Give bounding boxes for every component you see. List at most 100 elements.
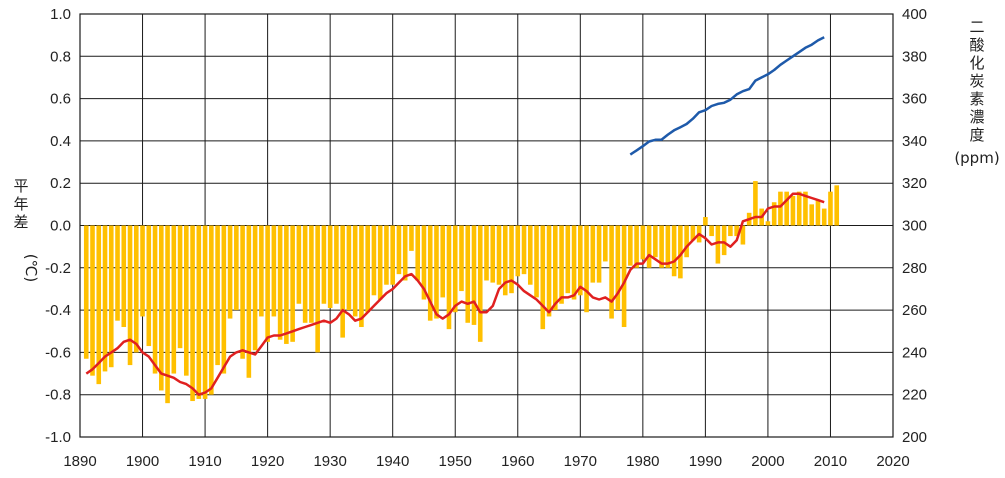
anomaly-bar bbox=[509, 225, 514, 294]
anomaly-bar bbox=[784, 191, 789, 226]
anomaly-bar bbox=[96, 225, 102, 385]
anomaly-bar bbox=[828, 191, 833, 226]
anomaly-bar bbox=[490, 225, 496, 283]
anomaly-bar bbox=[640, 225, 646, 260]
anomaly-bar bbox=[521, 225, 527, 275]
anomaly-bar bbox=[440, 225, 446, 298]
anomaly-bar bbox=[352, 225, 358, 317]
anomaly-bar bbox=[409, 225, 414, 251]
anomaly-bar bbox=[159, 225, 164, 391]
anomaly-bar bbox=[628, 225, 633, 266]
anomaly-bar bbox=[346, 225, 352, 311]
right-tick-label: 260 bbox=[902, 302, 927, 319]
anomaly-bar bbox=[653, 225, 658, 258]
anomaly-bar bbox=[534, 225, 539, 298]
anomaly-bar bbox=[728, 225, 733, 237]
anomaly-bar bbox=[715, 225, 721, 264]
anomaly-bar bbox=[584, 225, 589, 313]
anomaly-bar bbox=[803, 191, 808, 226]
anomaly-bar bbox=[315, 225, 320, 353]
anomaly-bar bbox=[359, 225, 364, 328]
anomaly-bar bbox=[371, 225, 377, 296]
anomaly-bar bbox=[515, 225, 521, 277]
right-axis-label-char: 酸 bbox=[969, 36, 984, 54]
x-tick-label: 1950 bbox=[439, 453, 472, 470]
x-tick-label: 1970 bbox=[564, 453, 597, 470]
anomaly-bar bbox=[90, 225, 95, 376]
left-tick-label: 0.8 bbox=[50, 48, 71, 65]
anomaly-bar bbox=[171, 225, 177, 374]
x-tick-label: 1980 bbox=[626, 453, 659, 470]
anomaly-bar bbox=[634, 225, 639, 268]
left-tick-label: -1.0 bbox=[45, 429, 71, 446]
right-axis-label-char: 素 bbox=[969, 90, 984, 108]
right-tick-label: 200 bbox=[902, 429, 927, 446]
anomaly-bar bbox=[321, 225, 327, 304]
anomaly-bar bbox=[83, 225, 89, 359]
x-tick-label: 1890 bbox=[63, 453, 96, 470]
anomaly-bar bbox=[546, 225, 552, 317]
anomaly-bar bbox=[446, 225, 452, 330]
left-tick-label: -0.2 bbox=[45, 260, 71, 277]
anomaly-bar bbox=[133, 225, 139, 353]
anomaly-bar bbox=[402, 225, 408, 281]
left-axis-label-char: 差 bbox=[13, 213, 28, 231]
left-tick-label: -0.4 bbox=[45, 302, 71, 319]
anomaly-bar bbox=[740, 225, 746, 245]
anomaly-bar bbox=[277, 225, 283, 340]
x-tick-label: 1920 bbox=[251, 453, 284, 470]
anomaly-bar bbox=[659, 225, 664, 268]
right-axis-unit: (ppm) bbox=[954, 149, 999, 167]
anomaly-bar bbox=[465, 225, 471, 323]
anomaly-bar bbox=[721, 225, 727, 256]
right-tick-label: 220 bbox=[902, 387, 927, 404]
anomaly-bar bbox=[127, 225, 133, 366]
anomaly-bar bbox=[202, 225, 208, 399]
anomaly-bar bbox=[709, 225, 714, 237]
anomaly-bar bbox=[502, 225, 508, 296]
right-tick-label: 340 bbox=[902, 133, 927, 150]
anomaly-bar bbox=[678, 225, 683, 279]
anomaly-bar bbox=[184, 225, 189, 376]
x-tick-label: 1960 bbox=[501, 453, 534, 470]
anomaly-bar bbox=[146, 225, 152, 347]
anomaly-bar bbox=[177, 225, 183, 349]
left-tick-label: 0.0 bbox=[50, 218, 71, 235]
anomaly-bar bbox=[215, 225, 220, 366]
right-axis-label-char: 濃 bbox=[969, 108, 984, 126]
right-tick-label: 400 bbox=[902, 6, 927, 23]
anomaly-bar bbox=[452, 225, 458, 313]
right-tick-label: 300 bbox=[902, 218, 927, 235]
anomaly-bar bbox=[596, 225, 602, 283]
right-axis-label-char: 炭 bbox=[969, 72, 984, 90]
right-axis-label-char: 二 bbox=[969, 18, 984, 36]
anomaly-bar bbox=[284, 225, 289, 344]
anomaly-bar bbox=[559, 225, 564, 304]
anomaly-bar bbox=[265, 225, 270, 342]
right-tick-label: 360 bbox=[902, 91, 927, 108]
anomaly-bars bbox=[83, 181, 840, 404]
anomaly-bar bbox=[459, 225, 464, 292]
anomaly-bar bbox=[365, 225, 370, 313]
anomaly-bar bbox=[552, 225, 558, 311]
anomaly-bar bbox=[609, 225, 614, 319]
anomaly-bar bbox=[834, 185, 840, 226]
anomaly-bar bbox=[140, 225, 145, 317]
anomaly-bar bbox=[415, 225, 421, 281]
anomaly-bar bbox=[327, 225, 333, 308]
left-tick-label: 0.4 bbox=[50, 133, 71, 150]
anomaly-bar bbox=[309, 225, 314, 323]
anomaly-bar bbox=[340, 225, 345, 338]
left-tick-label: 1.0 bbox=[50, 6, 71, 23]
anomaly-bar bbox=[334, 225, 339, 304]
anomaly-bar bbox=[565, 225, 571, 294]
anomaly-bar bbox=[621, 225, 627, 328]
left-axis-label-char: 平 bbox=[13, 177, 28, 195]
anomaly-bar bbox=[302, 225, 308, 323]
right-axis-label-char: 度 bbox=[969, 126, 984, 144]
x-tick-label: 2020 bbox=[876, 453, 909, 470]
moving-average-line bbox=[85, 192, 825, 396]
anomaly-bar bbox=[396, 225, 402, 275]
anomaly-bar bbox=[484, 225, 489, 281]
